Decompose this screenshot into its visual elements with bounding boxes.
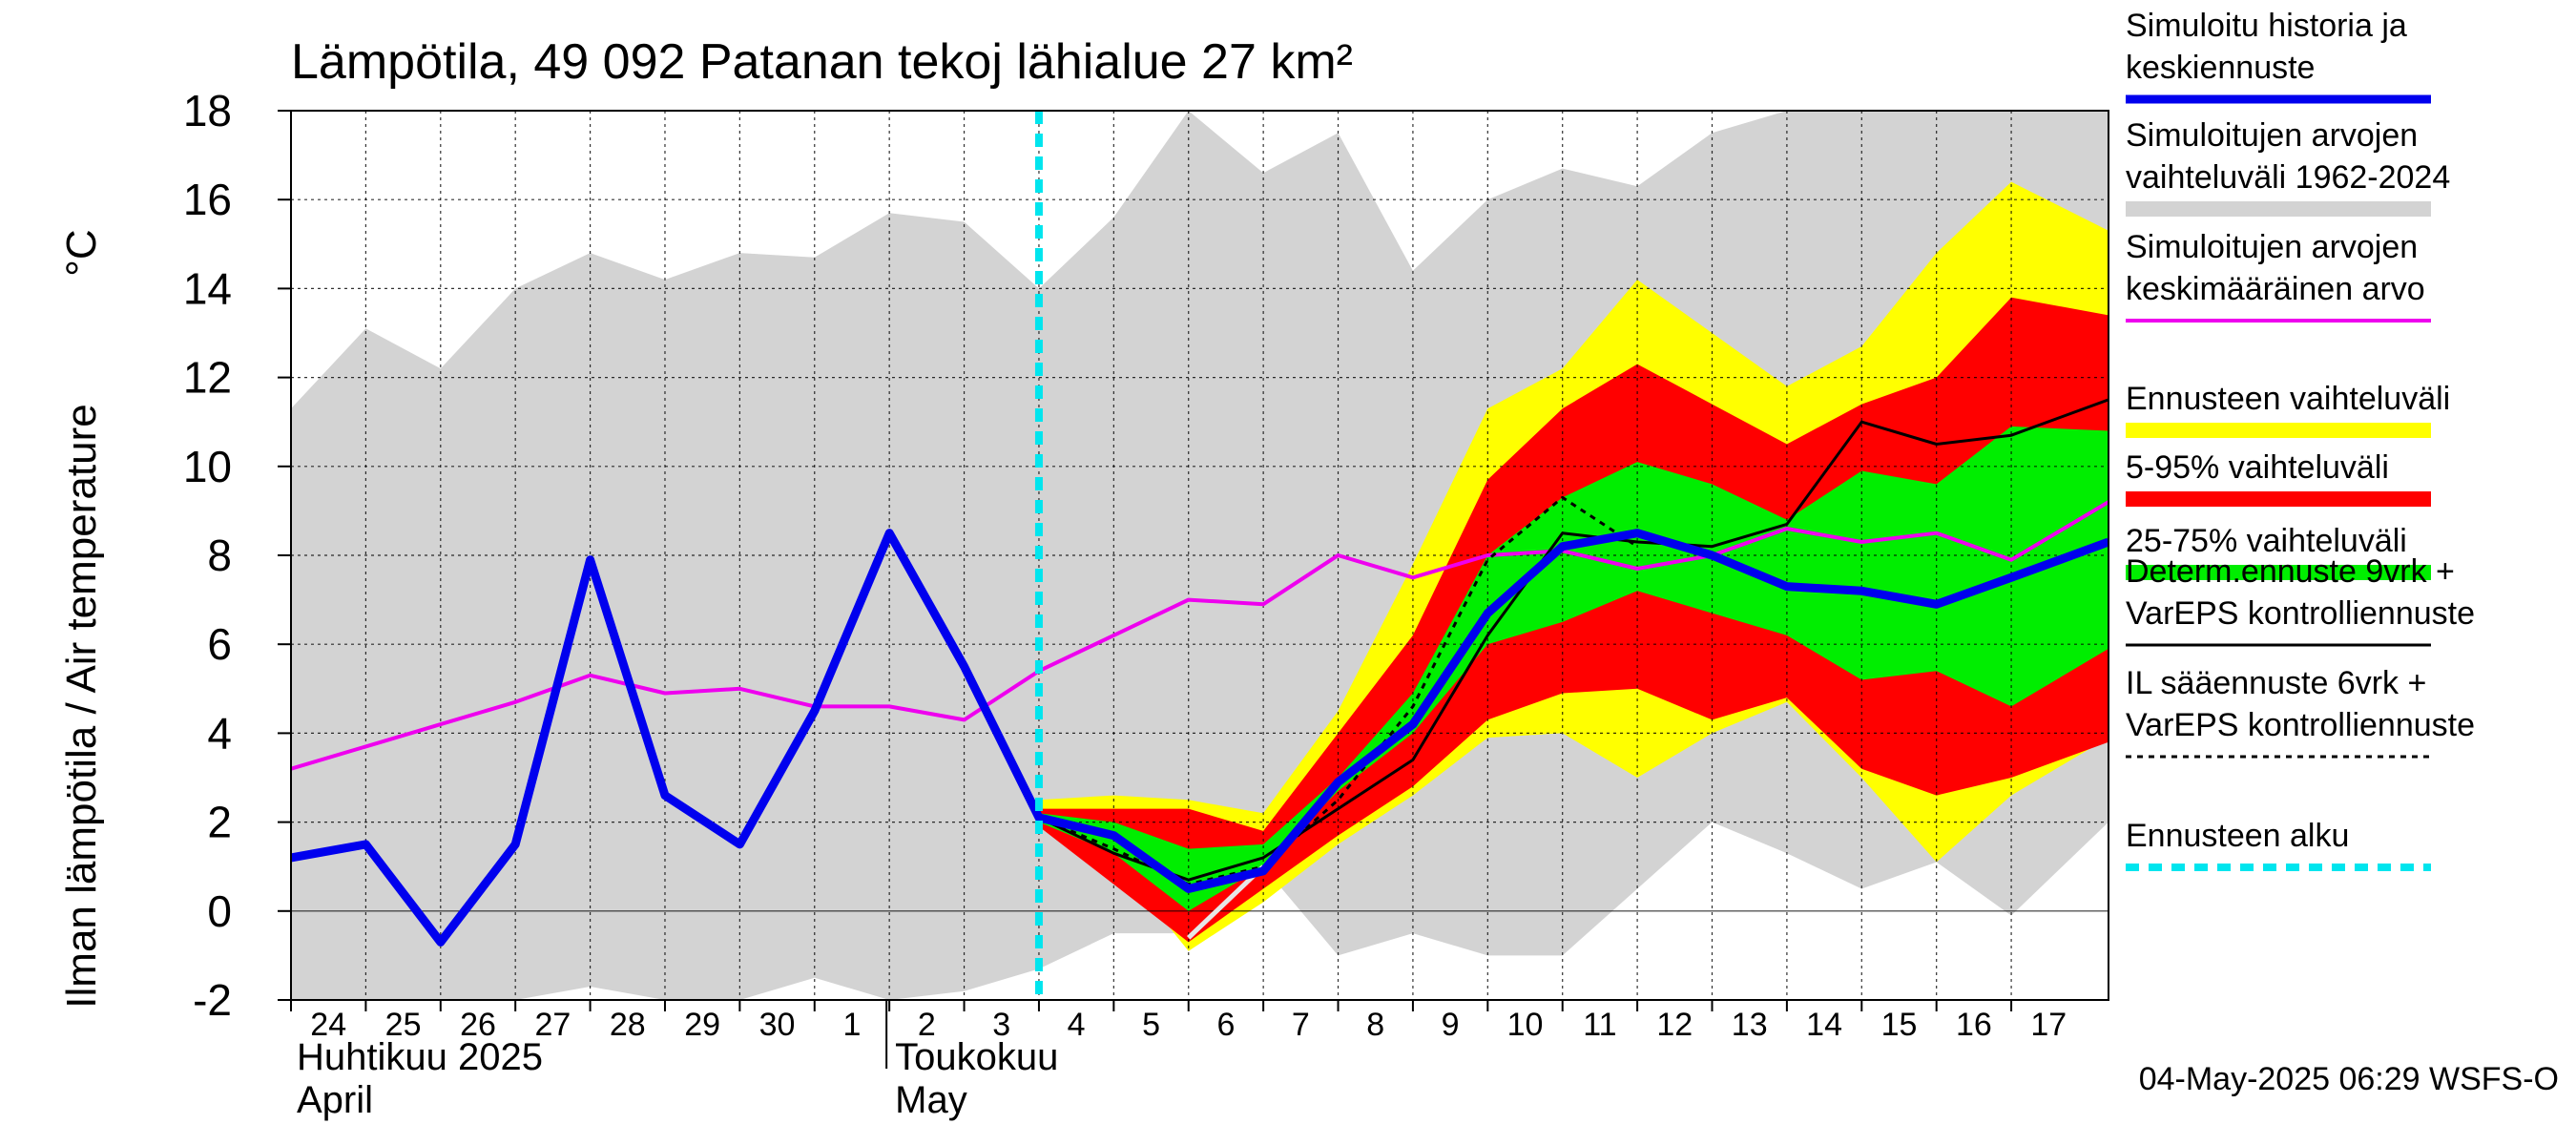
y-axis-label: Ilman lämpötila / Air temperature: [58, 404, 105, 1008]
y-tick-label: 0: [207, 886, 232, 936]
legend-label: vaihteluväli 1962-2024: [2126, 159, 2450, 196]
month-label-en: May: [895, 1079, 967, 1121]
simulated-line: [291, 529, 2109, 947]
x-tick-label: 17: [2030, 1007, 2067, 1043]
legend-swatch: [2126, 491, 2431, 507]
il-forecast-line: [1038, 495, 1638, 886]
month-label-en: April: [297, 1079, 373, 1121]
x-tick-label: 16: [1956, 1007, 1992, 1043]
y-tick-label: 8: [207, 531, 232, 580]
y-tick-label: 2: [207, 798, 232, 847]
legend-label: Ennusteen alku: [2126, 818, 2349, 854]
p5-95-band: [1039, 297, 2109, 943]
legend-swatch: [2126, 565, 2431, 580]
x-tick-label: 14: [1806, 1007, 1842, 1043]
determ-forecast-line: [887, 398, 2109, 882]
y-tick-label: 10: [183, 442, 232, 491]
x-tick-label: 8: [1366, 1007, 1384, 1043]
x-tick-label: 5: [1142, 1007, 1160, 1043]
legend-label: Simuloitu historia ja: [2126, 8, 2407, 44]
x-tick-label: 3: [992, 1007, 1010, 1043]
y-tick-label: -2: [193, 975, 232, 1025]
legend-label: 5-95% vaihteluväli: [2126, 449, 2389, 486]
y-tick-label: 6: [207, 619, 232, 669]
x-tick-label: 2: [918, 1007, 936, 1043]
legend-swatch: [2126, 201, 2431, 217]
legend-label: VarEPS kontrolliennuste: [2126, 595, 2475, 632]
y-axis-unit: °C: [58, 229, 105, 276]
x-tick-label: 13: [1732, 1007, 1768, 1043]
x-tick-label: 6: [1216, 1007, 1235, 1043]
y-tick-label: 16: [183, 175, 232, 224]
p25-75-band: [1039, 426, 2109, 911]
x-tick-label: 12: [1656, 1007, 1693, 1043]
legend-label: Simuloitujen arvojen: [2126, 229, 2418, 265]
legend-label: 25-75% vaihteluväli: [2126, 523, 2407, 559]
x-tick-label: 26: [460, 1007, 496, 1043]
month-label-fi: Huhtikuu 2025: [297, 1036, 543, 1078]
x-tick-label: 10: [1507, 1007, 1544, 1043]
x-tick-label: 28: [610, 1007, 646, 1043]
x-tick-label: 25: [385, 1007, 422, 1043]
y-tick-label: 4: [207, 708, 232, 758]
legend-label: Simuloitujen arvojen: [2126, 117, 2418, 154]
x-tick-label: 11: [1583, 1007, 1616, 1043]
month-label-fi: Toukokuu: [895, 1036, 1058, 1078]
x-tick-label: 27: [534, 1007, 571, 1043]
legend-label: Determ.ennuste 9vrk +: [2126, 553, 2455, 590]
y-tick-label: 12: [183, 353, 232, 403]
x-tick-label: 15: [1881, 1007, 1918, 1043]
x-tick-label: 7: [1292, 1007, 1310, 1043]
x-tick-label: 29: [684, 1007, 720, 1043]
legend-label: keskiennuste: [2126, 50, 2315, 86]
x-tick-label: 30: [759, 1007, 796, 1043]
timestamp: 04-May-2025 06:29 WSFS-O: [2139, 1061, 2559, 1097]
plot-area: [291, 111, 2109, 1000]
legend: Simuloitu historia ja keskiennuste Simuloi…: [2126, 8, 2475, 871]
x-tick-label: 1: [843, 1007, 862, 1043]
x-tick-label: 4: [1068, 1007, 1086, 1043]
legend-label: VarEPS kontrolliennuste: [2126, 707, 2475, 743]
x-tick-label: 9: [1442, 1007, 1460, 1043]
legend-label: IL sääennuste 6vrk +: [2126, 665, 2426, 701]
y-tick-label: 18: [183, 86, 232, 135]
y-tick-label: 14: [183, 263, 232, 313]
mean-line: [291, 500, 2109, 771]
history-end-line: [1186, 864, 1265, 940]
x-tick-label: 24: [310, 1007, 346, 1043]
chart-title: Lämpötila, 49 092 Patanan tekoj lähialue…: [291, 34, 1353, 90]
legend-swatch: [2126, 423, 2431, 438]
legend-label: Ennusteen vaihteluväli: [2126, 381, 2450, 417]
legend-label: keskimääräinen arvo: [2126, 271, 2425, 307]
